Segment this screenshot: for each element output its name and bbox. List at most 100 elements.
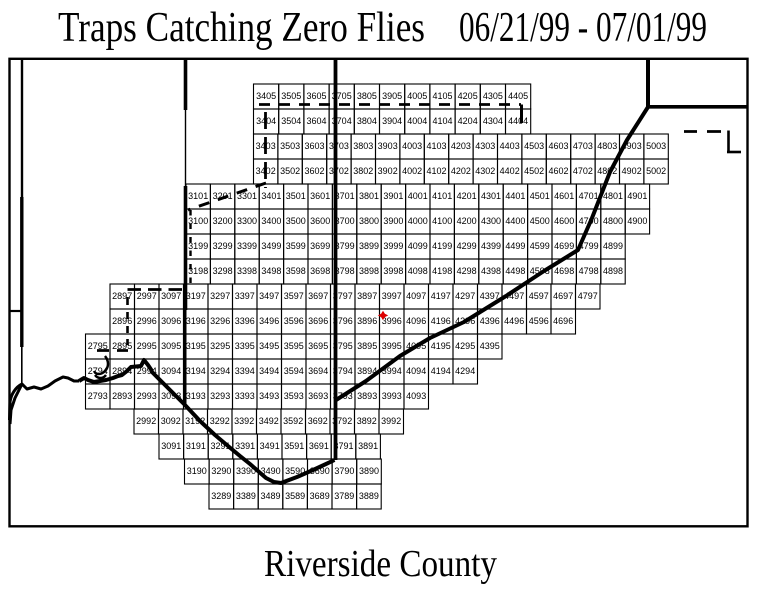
svg-text:3296: 3296 (210, 316, 230, 326)
svg-text:4205: 4205 (458, 91, 478, 101)
svg-text:3996: 3996 (382, 316, 402, 326)
svg-text:3593: 3593 (284, 391, 304, 401)
svg-text:4602: 4602 (548, 166, 568, 176)
svg-text:4801: 4801 (603, 191, 623, 201)
svg-text:3394: 3394 (235, 366, 255, 376)
svg-text:3695: 3695 (308, 341, 328, 351)
svg-text:3694: 3694 (308, 366, 328, 376)
svg-text:4405: 4405 (508, 91, 528, 101)
svg-text:2897: 2897 (112, 291, 132, 301)
svg-text:4501: 4501 (530, 191, 550, 201)
svg-text:3199: 3199 (188, 241, 208, 251)
svg-text:3704: 3704 (332, 116, 352, 126)
svg-text:4402: 4402 (500, 166, 520, 176)
svg-text:3400: 3400 (261, 216, 281, 226)
svg-text:3201: 3201 (213, 191, 233, 201)
svg-text:3190: 3190 (187, 466, 207, 476)
svg-text:3800: 3800 (359, 216, 379, 226)
svg-text:4195: 4195 (431, 341, 451, 351)
svg-text:3895: 3895 (357, 341, 377, 351)
svg-text:3602: 3602 (304, 166, 324, 176)
svg-text:3600: 3600 (310, 216, 330, 226)
svg-text:4398: 4398 (481, 266, 501, 276)
svg-text:3200: 3200 (213, 216, 233, 226)
svg-text:4403: 4403 (500, 141, 520, 151)
svg-text:4001: 4001 (408, 191, 428, 201)
svg-text:3691: 3691 (309, 441, 329, 451)
svg-text:4601: 4601 (554, 191, 574, 201)
svg-text:3502: 3502 (280, 166, 300, 176)
svg-text:3300: 3300 (237, 216, 257, 226)
svg-text:4404: 4404 (508, 116, 528, 126)
svg-text:3197: 3197 (186, 291, 206, 301)
svg-text:3501: 3501 (286, 191, 306, 201)
svg-text:4105: 4105 (432, 91, 452, 101)
svg-text:4300: 4300 (481, 216, 501, 226)
svg-text:3889: 3889 (359, 491, 379, 501)
svg-text:3492: 3492 (259, 416, 279, 426)
svg-text:3493: 3493 (259, 391, 279, 401)
svg-text:2896: 2896 (112, 316, 132, 326)
svg-text:3799: 3799 (335, 241, 355, 251)
svg-text:3594: 3594 (284, 366, 304, 376)
svg-text:4204: 4204 (458, 116, 478, 126)
svg-text:4295: 4295 (455, 341, 475, 351)
svg-text:3702: 3702 (329, 166, 349, 176)
svg-text:4498: 4498 (505, 266, 525, 276)
svg-text:3399: 3399 (237, 241, 257, 251)
svg-text:4103: 4103 (426, 141, 446, 151)
svg-text:4401: 4401 (505, 191, 525, 201)
svg-text:4104: 4104 (432, 116, 452, 126)
svg-text:3495: 3495 (259, 341, 279, 351)
svg-text:3293: 3293 (210, 391, 230, 401)
svg-text:3396: 3396 (235, 316, 255, 326)
svg-text:3805: 3805 (357, 91, 377, 101)
svg-text:3900: 3900 (383, 216, 403, 226)
svg-text:4298: 4298 (457, 266, 477, 276)
svg-text:2795: 2795 (88, 341, 108, 351)
svg-text:3898: 3898 (359, 266, 379, 276)
svg-text:3902: 3902 (378, 166, 398, 176)
svg-text:2997: 2997 (137, 291, 157, 301)
svg-text:3395: 3395 (235, 341, 255, 351)
svg-text:4800: 4800 (603, 216, 623, 226)
svg-text:3699: 3699 (310, 241, 330, 251)
svg-text:4903: 4903 (622, 141, 642, 151)
svg-text:3392: 3392 (234, 416, 254, 426)
svg-text:3301: 3301 (237, 191, 257, 201)
svg-text:3892: 3892 (357, 416, 377, 426)
svg-text:4197: 4197 (431, 291, 451, 301)
svg-text:4304: 4304 (483, 116, 503, 126)
svg-text:4099: 4099 (408, 241, 428, 251)
svg-text:3500: 3500 (286, 216, 306, 226)
svg-text:4596: 4596 (529, 316, 549, 326)
svg-text:2996: 2996 (137, 316, 157, 326)
svg-text:4297: 4297 (455, 291, 475, 301)
svg-text:06/21/99 - 07/01/99: 06/21/99 - 07/01/99 (459, 5, 707, 51)
svg-text:3690: 3690 (310, 466, 330, 476)
svg-text:4093: 4093 (406, 391, 426, 401)
svg-text:3590: 3590 (285, 466, 305, 476)
svg-text:4499: 4499 (505, 241, 525, 251)
svg-text:3096: 3096 (161, 316, 181, 326)
svg-text:4500: 4500 (530, 216, 550, 226)
svg-text:4303: 4303 (475, 141, 495, 151)
svg-text:3891: 3891 (358, 441, 378, 451)
svg-text:3391: 3391 (235, 441, 255, 451)
svg-text:3390: 3390 (236, 466, 256, 476)
svg-text:2893: 2893 (112, 391, 132, 401)
svg-text:5002: 5002 (646, 166, 666, 176)
svg-text:4698: 4698 (554, 266, 574, 276)
svg-text:3693: 3693 (308, 391, 328, 401)
svg-text:3899: 3899 (359, 241, 379, 251)
svg-text:3290: 3290 (211, 466, 231, 476)
svg-text:4798: 4798 (579, 266, 599, 276)
svg-text:3797: 3797 (333, 291, 353, 301)
svg-text:4200: 4200 (457, 216, 477, 226)
svg-text:3992: 3992 (381, 416, 401, 426)
svg-text:3097: 3097 (161, 291, 181, 301)
svg-text:4396: 4396 (480, 316, 500, 326)
svg-text:4898: 4898 (603, 266, 623, 276)
svg-text:3499: 3499 (261, 241, 281, 251)
svg-text:3589: 3589 (285, 491, 305, 501)
